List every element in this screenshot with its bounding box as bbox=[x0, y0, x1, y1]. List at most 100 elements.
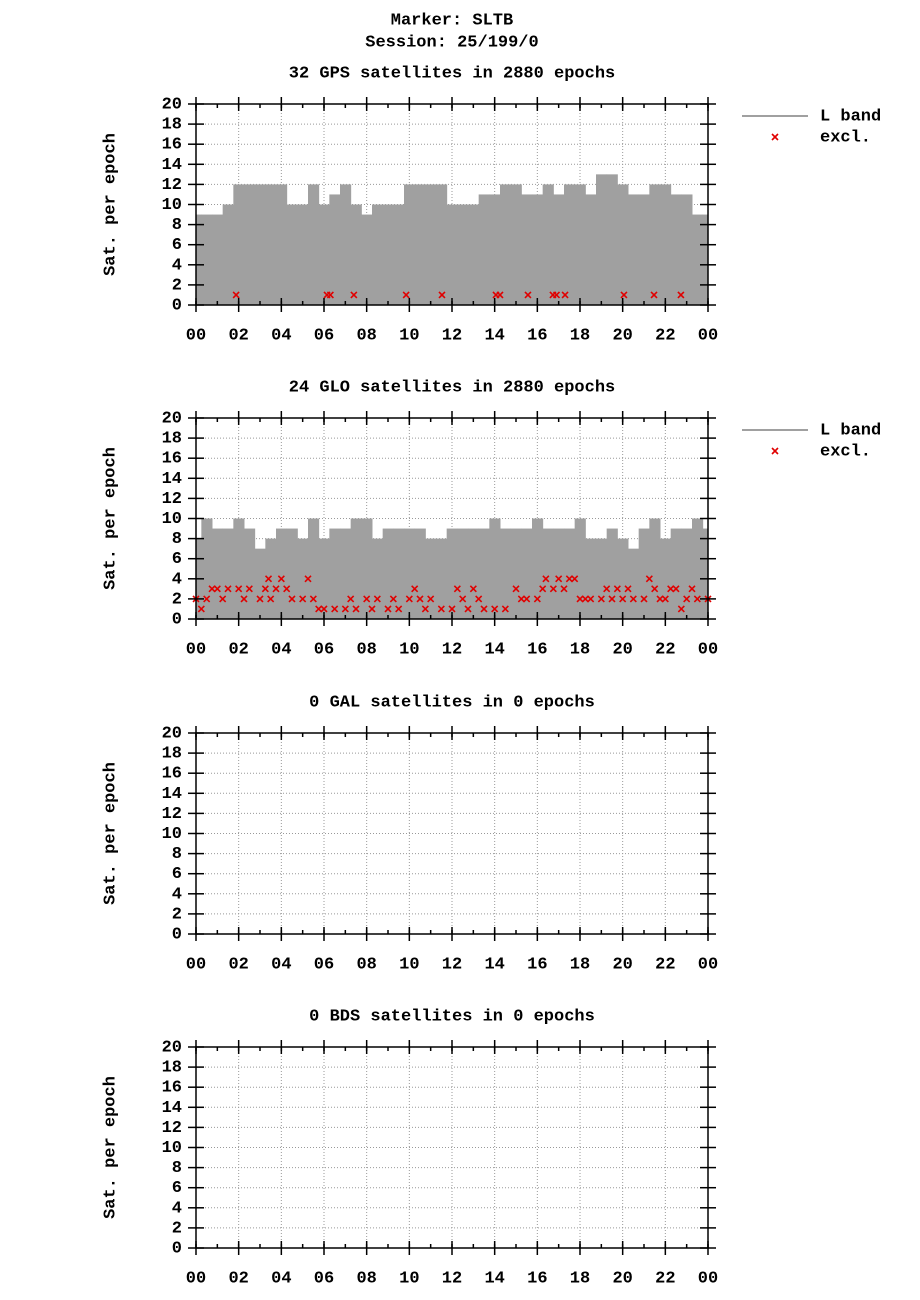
y-tick-label: 10 bbox=[162, 825, 182, 844]
excluded-marker bbox=[232, 291, 240, 299]
y-tick-label: 12 bbox=[162, 805, 182, 824]
excluded-marker bbox=[539, 585, 547, 593]
x-tick-label: 04 bbox=[271, 640, 291, 659]
y-tick-label: 16 bbox=[162, 1079, 182, 1098]
area-step bbox=[478, 528, 490, 619]
y-tick-label: 20 bbox=[162, 724, 182, 743]
area-step bbox=[286, 528, 298, 619]
area-step bbox=[265, 538, 277, 619]
excluded-marker bbox=[560, 585, 568, 593]
excluded-marker bbox=[267, 595, 275, 603]
area-step bbox=[201, 214, 213, 305]
excluded-marker bbox=[480, 605, 488, 613]
y-tick-label: 14 bbox=[162, 1099, 182, 1118]
x-tick-label: 22 bbox=[655, 326, 675, 345]
excluded-marker bbox=[416, 595, 424, 603]
area-step bbox=[276, 184, 288, 305]
x-tick-label: 06 bbox=[314, 640, 334, 659]
excluded-marker bbox=[315, 605, 323, 613]
excluded-marker bbox=[459, 595, 467, 603]
excluded-marker bbox=[395, 605, 403, 613]
y-tick-label: 0 bbox=[172, 296, 182, 315]
area-step bbox=[532, 194, 544, 305]
excluded-marker bbox=[656, 595, 664, 603]
area-step bbox=[574, 184, 586, 305]
excluded-marker bbox=[651, 585, 659, 593]
legend-swatch bbox=[771, 133, 779, 141]
excluded-marker bbox=[533, 595, 541, 603]
legend-label: L band bbox=[820, 421, 881, 440]
excluded-marker bbox=[373, 595, 381, 603]
excluded-marker bbox=[203, 595, 211, 603]
excluded-marker bbox=[277, 575, 285, 583]
y-tick-label: 14 bbox=[162, 156, 182, 175]
area-step bbox=[318, 538, 330, 619]
legend-swatch bbox=[771, 447, 779, 455]
y-tick-label: 20 bbox=[162, 1038, 182, 1057]
area-step bbox=[553, 528, 565, 619]
y-tick-label: 18 bbox=[162, 430, 182, 449]
area-step bbox=[670, 528, 682, 619]
area-step bbox=[372, 204, 384, 305]
excluded-marker bbox=[571, 575, 579, 583]
y-tick-label: 14 bbox=[162, 785, 182, 804]
area-step bbox=[521, 194, 533, 305]
area-step bbox=[329, 528, 341, 619]
area-step bbox=[574, 518, 586, 619]
excluded-marker bbox=[619, 595, 627, 603]
panel-title: 32 GPS satellites in 2880 epochs bbox=[289, 64, 615, 83]
excluded-marker bbox=[555, 575, 563, 583]
panel-title: 0 BDS satellites in 0 epochs bbox=[309, 1007, 595, 1026]
x-tick-label: 14 bbox=[484, 955, 504, 974]
y-tick-label: 16 bbox=[162, 765, 182, 784]
area-step bbox=[425, 184, 437, 305]
area-step bbox=[436, 184, 448, 305]
y-axis-label: Sat. per epoch bbox=[101, 447, 120, 590]
area-step bbox=[372, 538, 384, 619]
excluded-marker bbox=[304, 575, 312, 583]
excluded-marker bbox=[309, 595, 317, 603]
area-step bbox=[446, 204, 458, 305]
excluded-marker bbox=[603, 585, 611, 593]
excluded-marker bbox=[624, 585, 632, 593]
excluded-marker bbox=[524, 291, 532, 299]
y-tick-label: 2 bbox=[172, 1219, 182, 1238]
y-tick-label: 8 bbox=[172, 530, 182, 549]
area-step bbox=[702, 528, 709, 619]
area-step bbox=[596, 174, 608, 305]
y-tick-label: 20 bbox=[162, 95, 182, 114]
excluded-marker bbox=[629, 595, 637, 603]
area-step bbox=[201, 518, 213, 619]
y-tick-label: 2 bbox=[172, 276, 182, 295]
area-step bbox=[500, 528, 512, 619]
excluded-marker bbox=[352, 605, 360, 613]
area-step bbox=[468, 528, 480, 619]
area-step bbox=[244, 528, 256, 619]
excluded-marker bbox=[411, 585, 419, 593]
area-step bbox=[670, 194, 682, 305]
area-step bbox=[222, 204, 234, 305]
excluded-marker bbox=[213, 585, 221, 593]
y-tick-label: 4 bbox=[172, 885, 182, 904]
excluded-marker bbox=[350, 291, 358, 299]
y-tick-label: 10 bbox=[162, 196, 182, 215]
area-step bbox=[196, 214, 202, 305]
area-step bbox=[489, 194, 501, 305]
area-step bbox=[606, 174, 618, 305]
area-step bbox=[414, 528, 426, 619]
y-tick-label: 8 bbox=[172, 1159, 182, 1178]
x-tick-label: 16 bbox=[527, 1269, 547, 1288]
area-step bbox=[564, 528, 576, 619]
area-step bbox=[638, 194, 650, 305]
area-step bbox=[692, 214, 704, 305]
x-tick-label: 18 bbox=[570, 1269, 590, 1288]
y-tick-label: 12 bbox=[162, 176, 182, 195]
area-step bbox=[222, 528, 234, 619]
legend-label: excl. bbox=[820, 442, 871, 461]
excluded-marker bbox=[326, 291, 334, 299]
excluded-marker bbox=[448, 605, 456, 613]
x-tick-label: 00 bbox=[698, 640, 718, 659]
area-step bbox=[212, 528, 224, 619]
x-tick-label: 00 bbox=[186, 640, 206, 659]
